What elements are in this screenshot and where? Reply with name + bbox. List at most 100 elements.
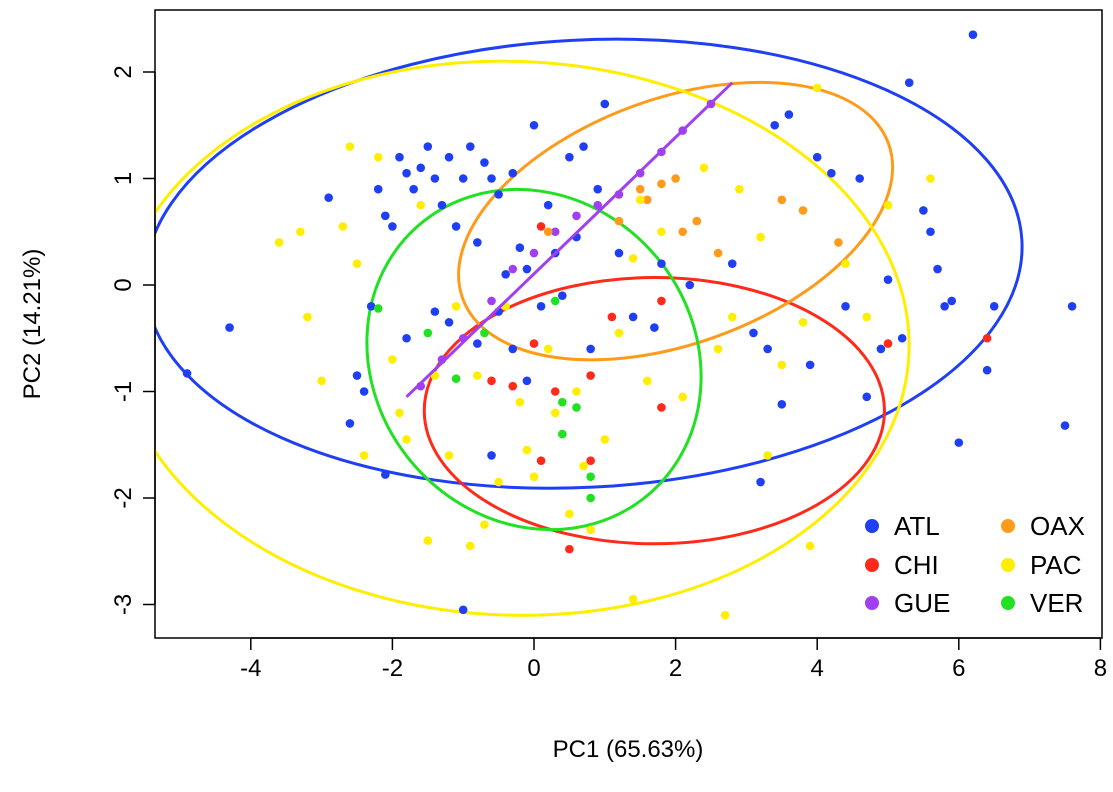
legend-label: CHI xyxy=(894,550,939,580)
point-oax xyxy=(657,179,666,189)
point-atl xyxy=(395,152,404,162)
legend-marker xyxy=(865,519,879,533)
point-pac xyxy=(883,200,893,210)
point-atl xyxy=(586,344,595,354)
point-atl xyxy=(968,30,978,40)
point-pac xyxy=(805,541,815,551)
point-pac xyxy=(373,152,383,162)
point-pac xyxy=(756,232,765,242)
legend-marker xyxy=(1001,558,1015,572)
point-pac xyxy=(926,174,935,183)
point-chi xyxy=(550,387,560,396)
point-pac xyxy=(388,355,397,364)
legend-marker xyxy=(1001,596,1015,610)
point-atl xyxy=(359,387,369,396)
y-tick-label: -1 xyxy=(110,381,137,402)
point-pac xyxy=(465,541,475,551)
legend-item-oax: OAX xyxy=(1001,511,1085,541)
point-atl xyxy=(388,222,397,231)
point-pac xyxy=(699,163,709,173)
point-pac xyxy=(423,536,433,545)
x-axis: -4 -2 0 2 4 6 8 xyxy=(240,637,1107,682)
y-tick-label: -2 xyxy=(110,487,137,508)
point-chi xyxy=(657,296,666,306)
ellipse-oax xyxy=(457,80,895,362)
point-atl xyxy=(628,312,638,322)
point-atl xyxy=(876,344,886,354)
legend-item-atl: ATL xyxy=(865,511,940,541)
point-oax xyxy=(543,227,553,237)
point-pac xyxy=(763,451,772,460)
point-ver xyxy=(480,328,489,338)
point-oax xyxy=(678,227,687,237)
legend-item-gue: GUE xyxy=(865,588,950,618)
point-oax xyxy=(798,206,808,215)
point-atl xyxy=(515,243,525,253)
point-pac xyxy=(642,376,652,386)
point-chi xyxy=(657,403,666,412)
point-atl xyxy=(982,365,992,375)
point-atl xyxy=(451,222,461,231)
point-atl xyxy=(919,206,928,215)
legend-item-ver: VER xyxy=(1001,588,1083,618)
point-chi xyxy=(565,544,574,554)
point-atl xyxy=(373,184,383,194)
point-atl xyxy=(579,142,588,151)
point-pac xyxy=(522,445,532,455)
point-atl xyxy=(473,238,482,247)
point-atl xyxy=(827,168,836,178)
point-gue xyxy=(572,211,581,221)
point-pac xyxy=(395,408,404,418)
point-atl xyxy=(465,142,475,151)
point-atl xyxy=(614,248,624,258)
group-lines xyxy=(405,81,734,398)
legend-item-pac: PAC xyxy=(1001,550,1082,580)
point-atl xyxy=(501,270,510,279)
point-pac xyxy=(812,83,822,93)
point-ver xyxy=(451,374,461,384)
point-atl xyxy=(402,333,411,343)
point-pac xyxy=(473,371,482,380)
point-atl xyxy=(423,142,433,151)
point-chi xyxy=(529,339,539,348)
point-pac xyxy=(494,477,503,487)
point-atl xyxy=(366,302,376,311)
point-chi xyxy=(536,456,546,466)
point-oax xyxy=(713,248,723,258)
point-atl xyxy=(593,184,603,194)
point-pac xyxy=(550,408,560,418)
point-atl xyxy=(345,419,355,428)
y-axis: 2 1 0 -1 -2 -3 xyxy=(110,65,156,615)
point-atl xyxy=(805,360,815,370)
y-tick-label: 0 xyxy=(110,278,137,291)
point-atl xyxy=(565,152,574,162)
legend-marker xyxy=(865,596,879,610)
point-chi xyxy=(586,456,595,466)
point-oax xyxy=(635,184,645,194)
point-pac xyxy=(402,435,411,444)
point-atl xyxy=(812,152,822,162)
y-tick-label: 1 xyxy=(110,172,137,185)
point-gue xyxy=(508,264,518,274)
y-tick-label: -3 xyxy=(110,594,137,615)
point-pac xyxy=(586,525,595,535)
point-pac xyxy=(274,238,284,247)
legend: ATL CHI GUE OAX PAC VER xyxy=(865,511,1085,618)
ellipse-ver xyxy=(365,187,703,532)
point-chi xyxy=(883,339,893,348)
point-pac xyxy=(451,302,461,311)
point-atl xyxy=(458,605,468,615)
point-atl xyxy=(536,302,546,311)
point-atl xyxy=(940,302,949,311)
point-atl xyxy=(437,200,447,210)
point-atl xyxy=(430,174,440,183)
x-tick-label: -4 xyxy=(240,655,261,682)
point-chi xyxy=(487,376,496,386)
point-pac xyxy=(579,461,588,471)
point-pac xyxy=(543,344,553,354)
point-atl xyxy=(749,328,758,338)
point-pac xyxy=(713,344,723,354)
point-atl xyxy=(1067,302,1077,311)
point-atl xyxy=(883,275,893,284)
point-atl xyxy=(933,264,942,274)
